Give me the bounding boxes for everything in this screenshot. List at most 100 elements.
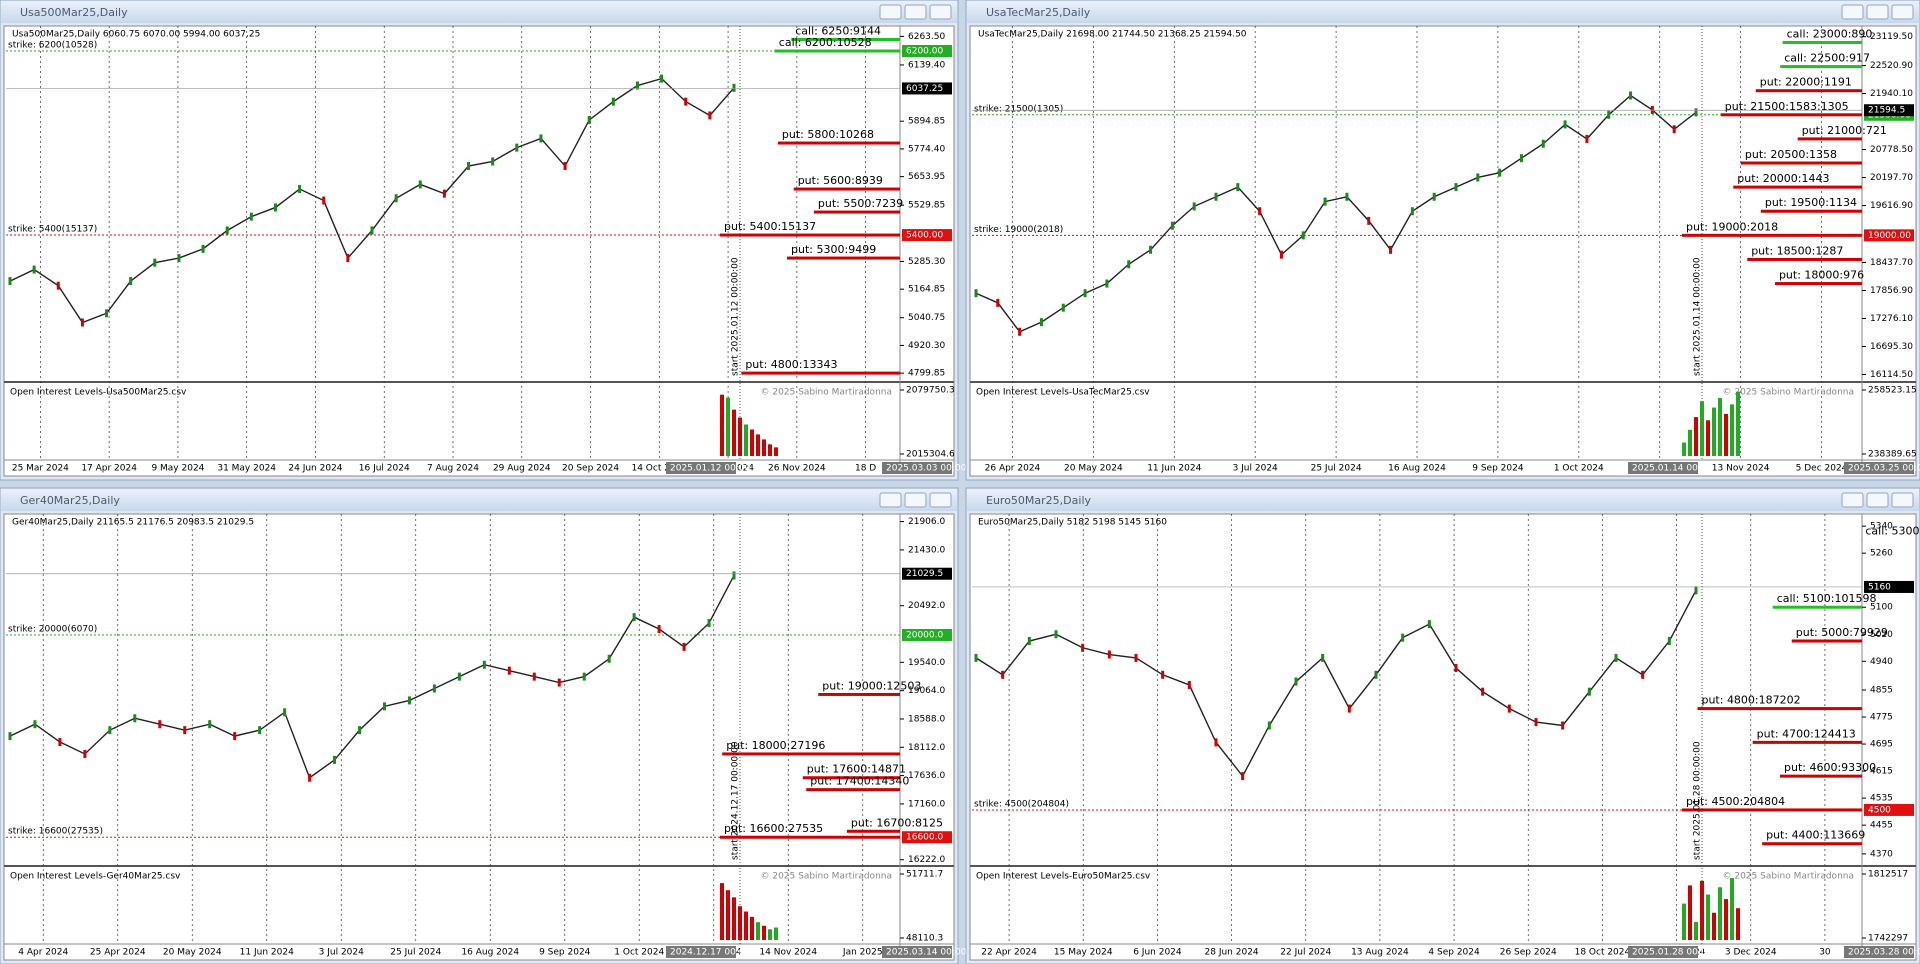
price-candle xyxy=(346,254,350,263)
price-candle xyxy=(1561,721,1565,730)
price-candle xyxy=(507,666,511,675)
price-label: 4940 xyxy=(1870,657,1893,667)
minimize-button[interactable] xyxy=(879,4,902,20)
price-label: 5260 xyxy=(1870,549,1893,559)
oi-bar xyxy=(1706,420,1710,456)
price-line xyxy=(975,590,1697,778)
oi-level-bar xyxy=(1747,257,1862,261)
oi-level-label: put: 4800:187202 xyxy=(1701,694,1800,707)
oi-level-label: put: 16700:8125 xyxy=(851,816,943,829)
price-candle xyxy=(1105,279,1109,288)
price-candle xyxy=(333,755,337,764)
close-button[interactable] xyxy=(929,492,952,508)
close-button[interactable] xyxy=(1891,492,1914,508)
price-candle xyxy=(8,277,12,286)
oi-bar xyxy=(774,927,778,940)
price-label: 5285.30 xyxy=(908,257,945,267)
minimize-button[interactable] xyxy=(1841,492,1864,508)
axis-mark: 2025.01.12 00:00 xyxy=(670,464,751,474)
oi-level-bar xyxy=(1760,209,1862,213)
price-candle xyxy=(607,654,611,663)
date-label: 4 Sep 2024 xyxy=(1428,948,1480,958)
axis-mark: 2025.03.14 00:00 xyxy=(886,948,967,958)
price-line xyxy=(9,575,735,779)
oi-level-label: put: 20000:1443 xyxy=(1737,172,1829,185)
strike-label: strike: 20000(6070) xyxy=(8,624,97,634)
oi-level-label: put: 22000:1191 xyxy=(1760,76,1852,89)
price-label: 5100 xyxy=(1870,603,1893,613)
price-label: 17160.0 xyxy=(908,799,945,809)
start-label: start 2025.01.14 00:00:00 xyxy=(1693,257,1703,376)
oi-level-bar xyxy=(1682,808,1862,812)
oi-level-label: put: 19500:1134 xyxy=(1765,196,1857,209)
price-candle xyxy=(1001,670,1005,679)
date-label: 5 Dec 2024 xyxy=(1796,464,1848,474)
price-label: 5340 xyxy=(1870,522,1893,532)
symbol-info: Euro50Mar25,Daily 5182 5198 5145 5160 xyxy=(978,518,1167,528)
title-bar xyxy=(967,1,1919,23)
price-label: 18112.0 xyxy=(908,743,945,753)
date-label: 11 Jun 2024 xyxy=(1147,464,1201,474)
close-button[interactable] xyxy=(1891,4,1914,20)
oi-bar xyxy=(732,409,736,456)
price-candle xyxy=(1587,687,1591,696)
price-candle xyxy=(105,309,109,318)
close-button[interactable] xyxy=(929,4,952,20)
strike-label: strike: 19000(2018) xyxy=(974,225,1063,235)
price-candle xyxy=(370,226,374,235)
price-candle xyxy=(1667,637,1671,646)
date-label: 3 Dec 2024 xyxy=(1725,948,1777,958)
date-label: 1 Oct 2024 xyxy=(1554,464,1604,474)
maximize-button[interactable] xyxy=(1866,4,1889,20)
maximize-button[interactable] xyxy=(904,492,927,508)
price-label: 18588.0 xyxy=(908,714,945,724)
oi-level-bar xyxy=(846,829,900,833)
strike-price-label: 20000.0 xyxy=(906,630,943,640)
last-price-box xyxy=(902,82,952,95)
window-title: Usa500Mar25,Daily xyxy=(20,6,128,19)
strike-label: strike: 16600(27535) xyxy=(8,827,103,837)
date-label: 13 Aug 2024 xyxy=(1351,948,1409,958)
price-label: 19616.90 xyxy=(1870,201,1913,211)
oi-tick-label: 48110.3 xyxy=(906,934,943,944)
axis-mark: 2025.01.28 00:00 xyxy=(1632,948,1713,958)
price-candle xyxy=(183,726,187,735)
date-label: 11 Jun 2024 xyxy=(240,948,294,958)
oi-level-bar xyxy=(741,371,900,375)
oi-bar xyxy=(1706,894,1710,940)
price-candle xyxy=(1134,653,1138,662)
price-candle xyxy=(1214,738,1218,747)
price-label: 5774.40 xyxy=(908,144,945,154)
price-label: 6263.50 xyxy=(908,32,945,42)
last-price-label: 21029.5 xyxy=(906,569,943,579)
date-label: 6 Jun 2024 xyxy=(1133,948,1182,958)
maximize-button[interactable] xyxy=(1866,492,1889,508)
price-label: 5653.95 xyxy=(908,172,945,182)
price-candle xyxy=(201,244,205,253)
date-label: 24 Jun 2024 xyxy=(288,464,342,474)
oi-level-label: put: 4700:124413 xyxy=(1757,727,1856,740)
price-candle xyxy=(1454,664,1458,673)
price-candle xyxy=(632,613,636,622)
minimize-button[interactable] xyxy=(1841,4,1864,20)
price-candle xyxy=(732,571,736,580)
price-candle xyxy=(8,732,12,741)
price-candle xyxy=(58,738,62,747)
date-label: 16 Aug 2024 xyxy=(461,948,519,958)
strike-price-label: 19000.00 xyxy=(1868,231,1911,241)
oi-level-label: call: 22500:917 xyxy=(1784,52,1870,65)
minimize-button[interactable] xyxy=(879,492,902,508)
oi-level-label: put: 5400:15137 xyxy=(724,220,816,233)
date-label: 20 May 2024 xyxy=(163,948,222,958)
price-candle xyxy=(1061,303,1065,312)
oi-level-bar xyxy=(1762,842,1862,846)
oi-level-bar xyxy=(1740,161,1862,165)
price-label: 4920.30 xyxy=(908,341,945,351)
oi-bar xyxy=(744,424,748,456)
price-candle xyxy=(442,189,446,198)
price-candle xyxy=(233,732,237,741)
price-candle xyxy=(1389,245,1393,254)
date-label: 9 Sep 2024 xyxy=(539,948,591,958)
maximize-button[interactable] xyxy=(904,4,927,20)
price-candle xyxy=(1081,643,1085,652)
